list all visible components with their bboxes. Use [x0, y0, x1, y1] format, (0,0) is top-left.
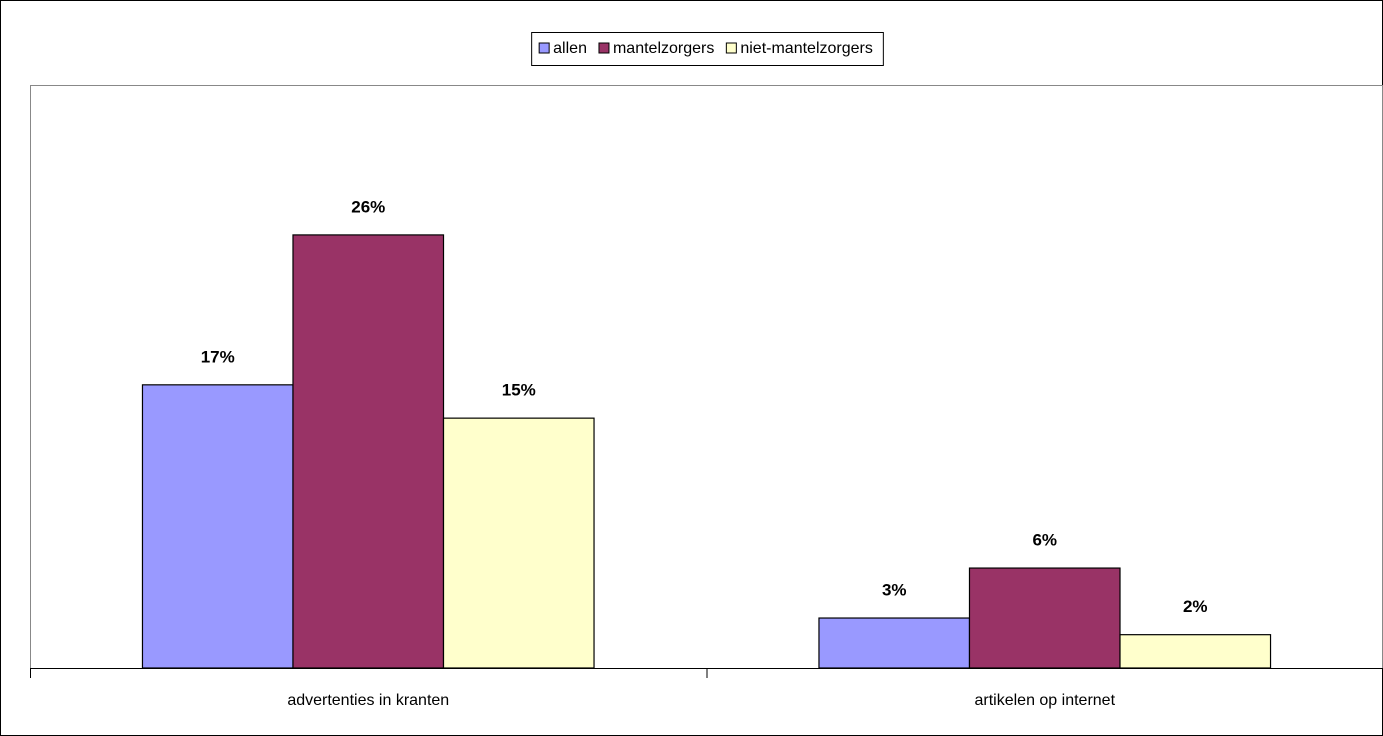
data-label: 26%	[351, 197, 385, 216]
data-label: 15%	[502, 381, 536, 400]
data-label: 17%	[201, 347, 235, 366]
bar	[141, 384, 294, 669]
legend-label: niet-mantelzorgers	[740, 40, 873, 57]
legend-label: allen	[553, 40, 587, 57]
bar	[292, 234, 445, 669]
bar	[968, 567, 1121, 669]
bar	[442, 417, 595, 669]
bar	[818, 617, 971, 669]
data-label: 2%	[1183, 597, 1208, 616]
legend: allen mantelzorgers niet-mantelzorgers	[531, 32, 884, 66]
data-label: 3%	[882, 581, 907, 600]
data-label: 6%	[1032, 531, 1057, 550]
legend-swatch	[538, 42, 550, 54]
legend-swatch	[725, 42, 737, 54]
legend-swatch	[598, 42, 610, 54]
x-tick-label: advertenties in kranten	[287, 692, 449, 709]
bar	[1119, 634, 1272, 669]
legend-label: mantelzorgers	[613, 40, 714, 57]
x-tick-label: artikelen op internet	[974, 692, 1115, 709]
legend-box	[531, 32, 884, 66]
